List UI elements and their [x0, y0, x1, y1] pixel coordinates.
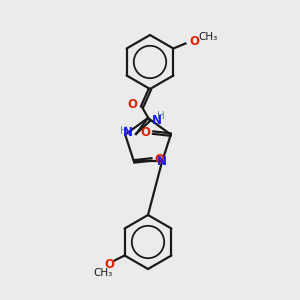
Text: CH₃: CH₃ — [198, 32, 218, 43]
Text: N: N — [123, 127, 133, 140]
Text: N: N — [157, 155, 167, 168]
Text: O: O — [141, 126, 151, 139]
Text: CH₃: CH₃ — [93, 268, 112, 278]
Text: H: H — [120, 126, 128, 136]
Text: O: O — [105, 258, 115, 271]
Text: H: H — [157, 111, 165, 121]
Text: O: O — [154, 153, 164, 166]
Text: N: N — [152, 113, 162, 127]
Text: O: O — [127, 98, 137, 112]
Text: O: O — [189, 35, 200, 48]
